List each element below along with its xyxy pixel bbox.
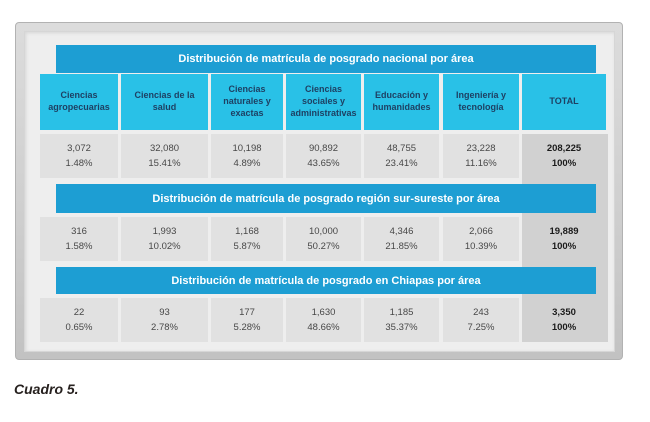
cell-percent: 15.41%: [148, 158, 181, 169]
cell-sursureste-agropecuarias: 316 1.58%: [40, 217, 118, 261]
cell-nacional-ingenieria: 23,228 11.16%: [443, 134, 519, 178]
cell-value: 10,000: [308, 226, 339, 237]
cell-percent: 48.66%: [307, 322, 340, 333]
section-title-chiapas: Distribución de matrícula de posgrado en…: [56, 267, 596, 294]
section-title-text: Distribución de matrícula de posgrado en…: [171, 274, 481, 287]
cell-sursureste-ingenieria: 2,066 10.39%: [443, 217, 519, 261]
cell-percent: 5.87%: [233, 241, 261, 252]
cell-percent: 23.41%: [385, 158, 418, 169]
cell-percent: 100%: [551, 241, 577, 252]
cell-chiapas-sociales: 1,630 48.66%: [286, 298, 361, 342]
cell-value: 4,346: [389, 226, 414, 237]
column-header-naturales: Ciencias naturales y exactas: [211, 74, 283, 130]
cell-chiapas-educacion: 1,185 35.37%: [364, 298, 439, 342]
column-header-educacion: Educación y humanidades: [364, 74, 439, 130]
cell-percent: 5.28%: [233, 322, 261, 333]
cell-value: 32,080: [149, 143, 180, 154]
cell-chiapas-agropecuarias: 22 0.65%: [40, 298, 118, 342]
cell-chiapas-salud: 93 2.78%: [121, 298, 208, 342]
cell-value: 3,350: [552, 307, 576, 318]
column-header-label: Ciencias de la salud: [134, 90, 195, 112]
cell-chiapas-total: 3,350 100%: [522, 298, 606, 342]
column-header-label: Ciencias naturales y exactas: [223, 84, 271, 118]
cell-percent: 1.58%: [65, 241, 93, 252]
column-header-label: Educación y humanidades: [372, 90, 431, 112]
cell-value: 19,889: [549, 226, 579, 237]
cell-sursureste-naturales: 1,168 5.87%: [211, 217, 283, 261]
column-header-label: Ciencias agropecuarias: [48, 90, 110, 112]
column-header-label: Ingeniería y tecnología: [455, 90, 507, 112]
cell-sursureste-salud: 1,993 10.02%: [121, 217, 208, 261]
cell-nacional-sociales: 90,892 43.65%: [286, 134, 361, 178]
cell-percent: 4.89%: [233, 158, 261, 169]
column-header-sociales: Ciencias sociales y administrativas: [286, 74, 361, 130]
cell-value: 90,892: [308, 143, 339, 154]
total-column-strip: [522, 134, 608, 342]
section-title-text: Distribución de matrícula de posgrado na…: [178, 53, 474, 65]
cell-value: 1,168: [235, 226, 259, 237]
cell-nacional-agropecuarias: 3,072 1.48%: [40, 134, 118, 178]
table-caption: Cuadro 5.: [14, 381, 79, 397]
cell-chiapas-ingenieria: 243 7.25%: [443, 298, 519, 342]
cell-percent: 7.25%: [467, 322, 495, 333]
cell-value: 208,225: [546, 143, 582, 154]
cell-percent: 43.65%: [307, 158, 340, 169]
cell-percent: 1.48%: [65, 158, 93, 169]
section-title-nacional: Distribución de matrícula de posgrado na…: [56, 45, 596, 73]
cell-percent: 100%: [551, 322, 577, 333]
cell-percent: 2.78%: [151, 322, 178, 333]
cell-nacional-naturales: 10,198 4.89%: [211, 134, 283, 178]
cell-percent: 0.65%: [65, 322, 93, 333]
cell-percent: 50.27%: [307, 241, 340, 252]
cell-chiapas-naturales: 177 5.28%: [211, 298, 283, 342]
cell-value: 1,185: [389, 307, 414, 318]
cell-value: 3,072: [67, 143, 91, 154]
cell-percent: 11.16%: [465, 158, 497, 169]
column-header-agropecuarias: Ciencias agropecuarias: [40, 74, 118, 130]
column-header-label: Ciencias sociales y administrativas: [290, 84, 357, 118]
cell-nacional-educacion: 48,755 23.41%: [364, 134, 439, 178]
table-frame: Distribución de matrícula de posgrado na…: [15, 22, 623, 360]
column-header-salud: Ciencias de la salud: [121, 74, 208, 130]
cell-nacional-total: 208,225 100%: [522, 134, 606, 178]
cell-percent: 21.85%: [385, 241, 418, 252]
section-title-sur-sureste: Distribución de matrícula de posgrado re…: [56, 184, 596, 213]
cell-sursureste-educacion: 4,346 21.85%: [364, 217, 439, 261]
column-header-ingenieria: Ingeniería y tecnología: [443, 74, 519, 130]
cell-value: 23,228: [466, 143, 496, 154]
cell-percent: 100%: [551, 158, 577, 169]
cell-value: 1,993: [152, 226, 177, 237]
cell-value: 48,755: [386, 143, 417, 154]
cell-value: 22: [73, 307, 85, 318]
cell-percent: 10.02%: [148, 241, 181, 252]
cell-value: 93: [159, 307, 170, 318]
cell-value: 316: [71, 226, 87, 237]
cell-value: 243: [473, 307, 489, 318]
column-header-total: TOTAL: [522, 74, 606, 130]
cell-value: 10,198: [232, 143, 262, 154]
cell-percent: 35.37%: [385, 322, 418, 333]
cell-value: 1,630: [311, 307, 336, 318]
cell-nacional-salud: 32,080 15.41%: [121, 134, 208, 178]
cell-sursureste-sociales: 10,000 50.27%: [286, 217, 361, 261]
cell-percent: 10.39%: [464, 241, 498, 252]
section-title-text: Distribución de matrícula de posgrado re…: [152, 192, 500, 205]
cell-sursureste-total: 19,889 100%: [522, 217, 606, 261]
cell-value: 2,066: [469, 226, 493, 237]
cell-value: 177: [239, 307, 255, 318]
column-header-label: TOTAL: [549, 96, 579, 107]
